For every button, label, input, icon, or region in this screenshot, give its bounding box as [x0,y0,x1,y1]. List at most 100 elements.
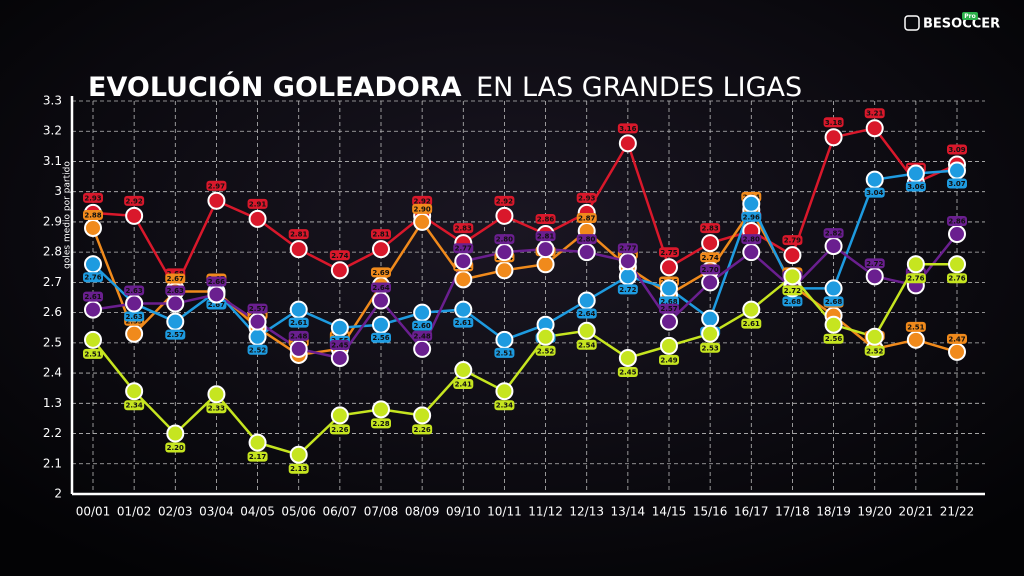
value-label: 2.47 [948,335,965,343]
logo-text: BESOCCER [923,17,1000,32]
value-label-bg [412,203,433,214]
value-label-bg [83,348,103,359]
data-point [865,267,884,286]
value-label-bg [535,345,556,356]
value-label: 2.26 [331,426,348,434]
value-label-bg [453,379,474,390]
data-point [330,348,349,367]
value-label-bg [576,212,597,223]
value-label: 2.97 [208,182,225,190]
data-point [577,321,596,340]
data-point [289,300,308,319]
value-label-bg [782,235,803,246]
value-label-bg [206,403,227,414]
value-label: 2.72 [784,287,801,295]
value-label-bg [412,424,433,435]
value-label: 2.96 [743,213,760,221]
value-label-bg [371,418,391,429]
value-label: 2.80 [743,236,760,244]
value-label: 2.91 [249,200,266,208]
value-label-bg [124,400,145,411]
value-label: 2.79 [784,237,801,245]
data-point [948,225,966,244]
y-axis-label: goles medio por partido [63,161,73,269]
data-point [577,243,596,262]
value-label: 2.81 [290,231,307,239]
data-point [701,273,720,292]
data-point [495,382,514,401]
value-label-bg [453,317,474,328]
value-label-bg [741,318,762,329]
value-label-bg [247,303,268,314]
data-point [207,191,226,210]
data-point [372,240,390,259]
series-line [92,126,958,292]
data-point [824,279,843,298]
y-tick-label: 1.3 [43,396,62,410]
value-label: 2.41 [455,381,472,389]
value-label-bg [659,303,679,314]
value-label: 2.48 [290,332,307,340]
x-tick-label: 02/03 [158,505,193,519]
value-label: 2.77 [455,245,472,253]
value-label: 2.13 [290,465,307,473]
value-label: 3.07 [948,180,965,188]
value-label: 2.45 [331,341,348,349]
value-label: 3.09 [948,146,965,154]
value-label-bg [617,284,638,295]
data-point [742,300,761,319]
y-tick-label: 2.4 [43,366,62,380]
value-label-bg [700,223,721,234]
data-point [948,161,966,180]
value-label: 2.81 [372,231,389,239]
value-label-bg [83,209,103,220]
value-label-bg [947,144,967,155]
data-point [783,267,802,286]
value-label: 2.57 [660,305,677,313]
y-tick-label: 2.2 [43,426,62,440]
data-point [454,361,473,380]
value-label: 2.92 [126,197,143,205]
value-label: 2.93 [578,194,595,202]
value-label: 3.06 [907,183,924,191]
data-point [125,324,144,343]
value-label: 2.61 [84,293,101,301]
value-label-bg [165,285,186,296]
value-label-bg [535,231,556,242]
x-tick-label: 12/13 [569,505,604,519]
data-point [906,164,925,183]
value-label-bg [700,264,721,275]
data-point [783,246,802,265]
value-label: 3.18 [825,119,842,127]
value-label: 2.92 [496,197,513,205]
data-point [618,348,637,367]
value-label-bg [494,347,515,358]
logo-icon [904,15,920,31]
value-label-bg [576,234,597,245]
value-label: 2.52 [537,347,554,355]
value-label-bg [700,252,721,263]
data-point [289,240,308,259]
value-label: 2.67 [167,275,184,283]
data-point [577,291,596,310]
value-label: 2.52 [249,346,266,354]
value-label: 2.74 [702,254,719,262]
value-label-bg [288,317,309,328]
y-tick-label: 3.1 [43,154,62,168]
data-point [84,300,102,319]
value-label: 2.74 [331,252,348,260]
value-label: 2.34 [496,402,513,410]
value-label-bg [83,291,103,302]
data-point [330,406,349,425]
value-label-bg [741,234,762,245]
data-point [495,243,514,262]
data-point [495,330,514,349]
value-label-bg [288,463,309,474]
value-label: 2.93 [84,194,101,202]
data-point [660,336,678,355]
y-tick-label: 3.3 [43,94,62,108]
value-label: 2.76 [907,275,924,283]
data-point [536,327,555,346]
value-label-bg [617,243,638,254]
value-label: 2.76 [84,274,101,282]
